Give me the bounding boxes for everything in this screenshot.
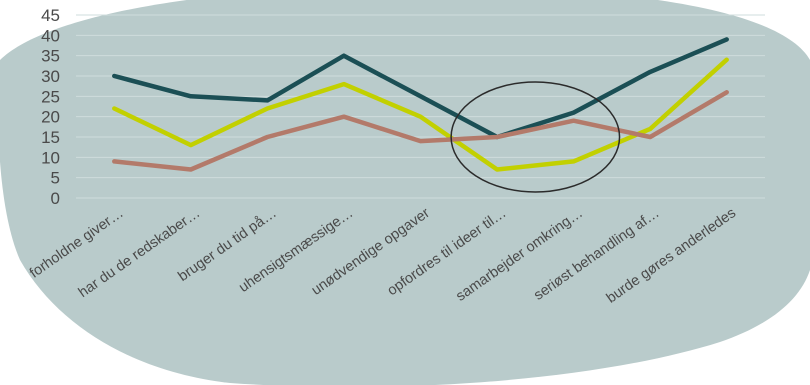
y-tick-label: 40 xyxy=(41,26,60,45)
series-line-2 xyxy=(112,57,729,172)
y-tick-label: 20 xyxy=(41,108,60,127)
y-tick-label: 35 xyxy=(41,47,60,66)
highlight-ellipse xyxy=(450,81,621,193)
y-tick-label: 10 xyxy=(41,148,60,167)
series-line-1 xyxy=(112,37,729,140)
y-tick-label: 30 xyxy=(41,67,60,86)
y-tick-label: 0 xyxy=(51,189,60,208)
y-tick-label: 15 xyxy=(41,128,60,147)
y-tick-label: 25 xyxy=(41,87,60,106)
y-tick-label: 5 xyxy=(51,169,60,188)
y-tick-label: 45 xyxy=(41,6,60,25)
series-layer xyxy=(112,37,729,172)
series-line-3 xyxy=(112,90,729,172)
